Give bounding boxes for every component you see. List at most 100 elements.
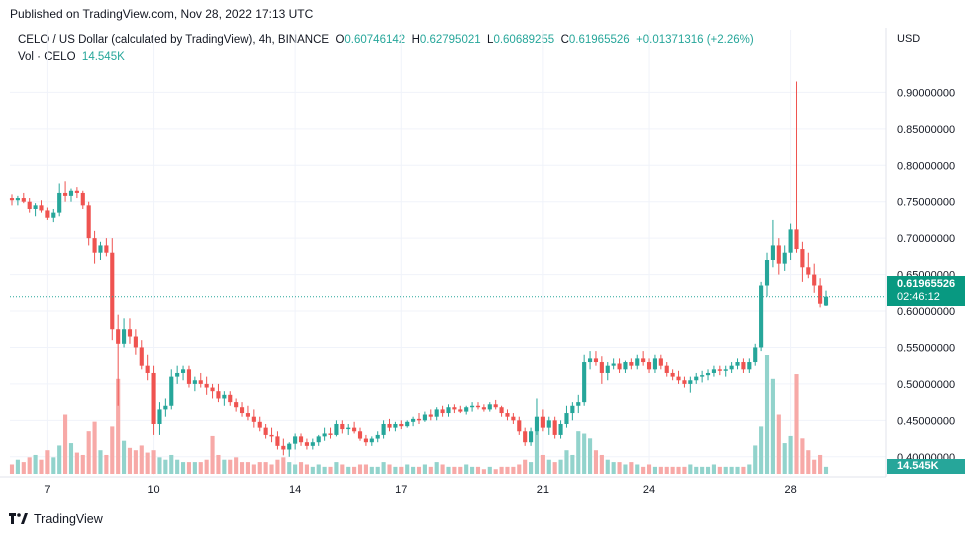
candle-body	[517, 420, 522, 432]
volume-bar	[770, 378, 775, 474]
volume-bar	[363, 464, 368, 474]
candle-body	[169, 376, 174, 406]
volume-bar	[116, 378, 121, 474]
candle-body	[157, 409, 162, 424]
candle-body	[369, 438, 374, 443]
volume-bar	[234, 457, 239, 474]
candle-body	[316, 436, 321, 443]
candle-body	[92, 238, 97, 253]
x-tick-label: 10	[147, 484, 159, 496]
volume-bar	[180, 462, 186, 474]
volume-bar	[304, 464, 309, 474]
candle-body	[239, 407, 245, 414]
candle-body	[340, 423, 345, 430]
candle-body	[741, 362, 746, 370]
candle-body	[275, 436, 280, 446]
candle-body	[399, 423, 404, 427]
y-tick-label: 0.50000000	[897, 379, 955, 391]
candle-body	[529, 431, 534, 443]
candle-body	[605, 365, 610, 373]
tradingview-logo-icon	[9, 513, 28, 524]
candle-body	[68, 190, 74, 196]
last-price-tag: 0.61965526 02:46:12	[887, 276, 965, 306]
candle-body	[717, 369, 722, 371]
candle-body	[582, 362, 587, 403]
candle-body	[27, 201, 32, 209]
candle-body	[641, 358, 646, 363]
candle-body	[593, 358, 599, 363]
candle-body	[629, 362, 634, 366]
volume-bar	[617, 462, 622, 474]
volume-bar	[540, 454, 545, 474]
candle-body	[281, 445, 286, 450]
volume-bar	[416, 466, 422, 474]
volume-bar	[641, 466, 646, 474]
volume-bar	[475, 466, 481, 474]
volume-bar	[33, 454, 38, 474]
candle-body	[729, 365, 734, 370]
candle-body	[293, 436, 298, 444]
candle-body	[298, 436, 304, 443]
candle-body	[652, 358, 658, 370]
candle-body	[86, 205, 91, 239]
candle-body	[122, 329, 127, 344]
candle-body	[658, 358, 663, 366]
candle-body	[794, 229, 799, 250]
candle-body	[564, 413, 569, 424]
volume-bar	[198, 462, 203, 474]
volume-bar	[576, 431, 581, 474]
candle-body	[133, 336, 138, 348]
candle-body	[806, 267, 811, 275]
candle-body	[228, 394, 233, 403]
candle-body	[9, 198, 15, 201]
volume-bar	[381, 462, 386, 474]
volume-bar	[570, 454, 575, 474]
candle-body	[381, 423, 386, 435]
volume-bar	[523, 459, 528, 474]
volume-bar	[635, 464, 640, 474]
candle-body	[664, 365, 669, 373]
volume-bar	[21, 462, 26, 474]
published-caption: Published on TradingView.com, Nov 28, 20…	[10, 7, 314, 21]
candle-body	[139, 347, 144, 366]
x-tick-label: 28	[784, 484, 796, 496]
candle-body	[646, 362, 652, 370]
last-price-value: 0.61965526	[897, 278, 956, 290]
volume-bar	[293, 464, 298, 474]
candle-body	[346, 427, 351, 430]
candle-body	[540, 416, 545, 428]
bar-countdown: 02:46:12	[897, 291, 940, 303]
candle-body	[617, 363, 622, 370]
candle-body	[611, 363, 616, 366]
candle-body	[788, 229, 793, 253]
volume-bar	[139, 445, 144, 474]
candle-body	[511, 416, 516, 421]
volume-bar	[812, 459, 817, 474]
volume-bar	[39, 459, 44, 474]
candle-body	[310, 442, 315, 446]
volume-bar	[452, 466, 457, 474]
volume-bar	[127, 447, 133, 474]
candle-body	[776, 245, 781, 264]
volume-bar	[68, 443, 74, 474]
volume-bar	[440, 464, 445, 474]
volume-bar	[676, 466, 681, 474]
candle-body	[440, 409, 445, 414]
last-volume-tag: 14.545K	[887, 459, 965, 474]
volume-bar	[328, 466, 333, 474]
candle-body	[534, 416, 540, 432]
candle-body	[116, 329, 121, 344]
candle-body	[51, 212, 56, 218]
candle-body	[446, 407, 451, 414]
currency-label: USD	[897, 33, 921, 45]
volume-bar	[357, 464, 363, 474]
volume-bar	[464, 464, 469, 474]
symbol-legend: CELO / US Dollar (calculated by TradingV…	[18, 34, 754, 46]
volume-bar	[806, 450, 811, 474]
volume-bar	[411, 466, 416, 474]
volume-bar	[186, 462, 192, 474]
candle-body	[251, 416, 256, 422]
open-value: 0.60746142	[344, 34, 406, 46]
footer-brand[interactable]: TradingView	[9, 512, 103, 526]
